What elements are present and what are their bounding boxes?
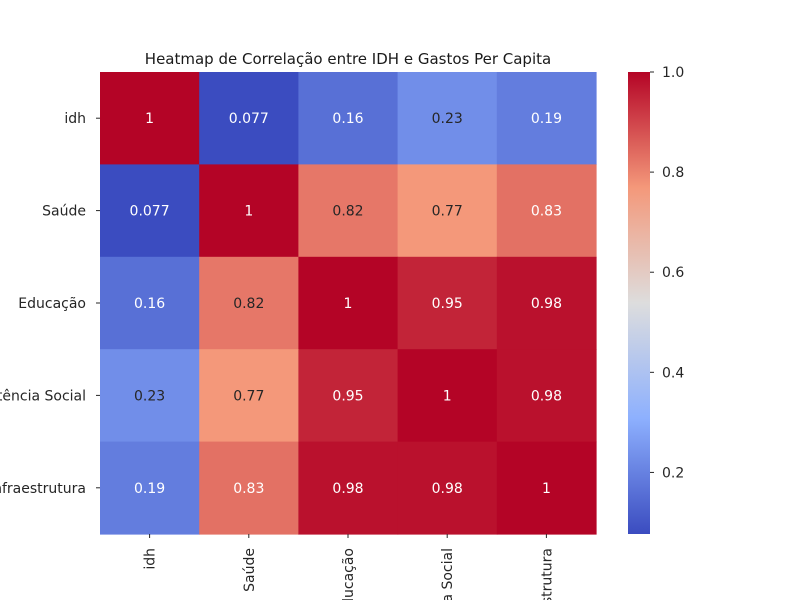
heatmap-cells: 1 0.077 0.16 0.23 0.19 0.077 1 0.82 0.77 0.83 0.16… <box>100 72 597 535</box>
colorbar-tick-label: 1.0 <box>662 65 684 81</box>
heatmap-cell <box>298 349 399 443</box>
colorbar-tick-label: 0.8 <box>662 165 684 181</box>
chart-title: Heatmap de Correlação entre IDH e Gastos… <box>145 50 551 68</box>
row-label: Assistência Social <box>0 388 86 404</box>
cell-annotation: 0.82 <box>332 204 363 220</box>
cell-annotation: 1 <box>145 111 154 127</box>
heatmap-cell <box>100 164 200 258</box>
column-label: Infraestrutura <box>539 548 555 600</box>
cell-annotation: 0.77 <box>432 204 463 220</box>
column-label: Saúde <box>242 548 258 592</box>
cell-annotation: 0.19 <box>531 111 562 127</box>
heatmap-cell <box>298 256 399 350</box>
heatmap-cell <box>199 349 299 443</box>
column-label: idh <box>143 548 159 570</box>
cell-annotation: 1 <box>443 388 452 404</box>
cell-annotation: 0.19 <box>134 481 165 497</box>
cell-annotation: 0.23 <box>432 111 463 127</box>
heatmap-cell <box>298 441 399 535</box>
cell-annotation: 0.077 <box>130 204 170 220</box>
heatmap-cell <box>100 72 200 165</box>
cell-annotation: 0.95 <box>432 296 463 312</box>
cell-annotation: 0.23 <box>134 388 165 404</box>
cell-annotation: 0.95 <box>332 388 363 404</box>
heatmap-cell <box>496 164 597 258</box>
heatmap-cell <box>496 349 597 443</box>
cell-annotation: 0.83 <box>233 481 264 497</box>
heatmap-cell <box>100 441 200 535</box>
row-label: idh <box>64 111 86 127</box>
cell-annotation: 0.98 <box>531 388 562 404</box>
cell-annotation: 0.98 <box>332 481 363 497</box>
heatmap-cell <box>397 256 498 350</box>
row-label: Infraestrutura <box>0 481 86 497</box>
colorbar-tick-label: 0.2 <box>662 465 684 481</box>
column-label: Educação <box>341 548 357 600</box>
cell-annotation: 0.83 <box>531 204 562 220</box>
cell-annotation: 0.98 <box>531 296 562 312</box>
cell-annotation: 0.16 <box>332 111 363 127</box>
cell-annotation: 1 <box>344 296 353 312</box>
heatmap-cell <box>496 441 597 535</box>
colorbar-gradient <box>628 72 650 534</box>
heatmap-cell <box>496 256 597 350</box>
heatmap-cell <box>199 256 299 350</box>
row-label: Saúde <box>42 204 86 220</box>
cell-annotation: 0.16 <box>134 296 165 312</box>
heatmap-cell <box>397 349 498 443</box>
heatmap-cell <box>100 256 200 350</box>
cell-annotation: 1 <box>542 481 551 497</box>
row-labels: idh Saúde Educação Assistência Social Infrae… <box>0 111 100 497</box>
heatmap-cell <box>199 164 299 258</box>
column-label: Assistência Social <box>440 548 456 600</box>
cell-annotation: 0.82 <box>233 296 264 312</box>
heatmap-cell <box>397 441 498 535</box>
row-label: Educação <box>18 296 86 312</box>
heatmap-cell <box>298 164 399 258</box>
colorbar-tick-label: 0.6 <box>662 265 684 281</box>
colorbar: 0.2 0.4 0.6 0.8 1.0 <box>628 65 684 534</box>
cell-annotation: 0.077 <box>229 111 269 127</box>
heatmap-cell <box>199 72 299 165</box>
heatmap-cell <box>298 72 399 165</box>
heatmap-cell <box>397 164 498 258</box>
heatmap-cell <box>496 72 597 165</box>
heatmap-cell <box>397 72 498 165</box>
cell-annotation: 0.98 <box>432 481 463 497</box>
cell-annotation: 1 <box>244 204 253 220</box>
cell-annotation: 0.77 <box>233 388 264 404</box>
heatmap-cell <box>100 349 200 443</box>
heatmap-cell <box>199 441 299 535</box>
colorbar-tick-label: 0.4 <box>662 365 684 381</box>
column-labels: idh Saúde Educação Assistência Social Infrae… <box>143 534 555 600</box>
